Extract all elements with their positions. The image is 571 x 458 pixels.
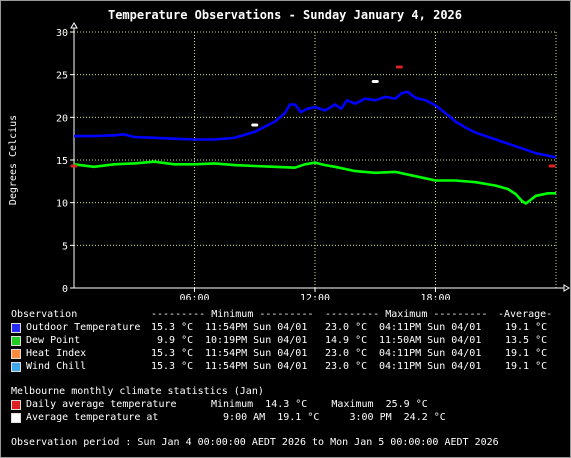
legend-min-time: 11:54PM Sun 04/01 (205, 348, 308, 359)
y-tick-label: 30 (56, 28, 68, 39)
legend-max-value: 23.0 °C (325, 361, 368, 372)
y-tick-label: 5 (62, 241, 68, 252)
legend-average-header: -Average- (498, 309, 553, 320)
y-axis-arrow (70, 22, 78, 29)
legend-label: Outdoor Temperature (26, 322, 141, 333)
legend-swatch (11, 336, 21, 346)
y-tick-label: 25 (56, 71, 68, 82)
y-axis-label: Degrees Celcius (8, 115, 19, 205)
legend-header: Observation (11, 309, 78, 320)
y-tick-label: 0 (62, 284, 68, 295)
legend-label: Heat Index (26, 348, 87, 359)
legend-average: 19.1 °C (505, 348, 548, 359)
legend-maximum-header: --------- Maximum --------- (325, 309, 488, 320)
legend-max-value: 14.9 °C (325, 335, 368, 346)
legend-label: Dew Point (26, 335, 81, 346)
legend-min-value: 15.3 °C (151, 348, 194, 359)
x-axis-arrow (563, 284, 570, 292)
y-tick-label: 10 (56, 199, 68, 210)
y-tick-label: 15 (56, 156, 68, 167)
legend-swatch (11, 323, 21, 333)
x-tick-label: 06:00 (179, 293, 209, 300)
climate-values: 9:00 AM 19.1 °C 3:00 PM 24.2 °C (211, 412, 446, 423)
legend-average: 19.1 °C (505, 322, 548, 333)
legend-max-time: 11:50AM Sun 04/01 (379, 335, 482, 346)
climate-marker (548, 164, 556, 168)
legend-label: Wind Chill (26, 361, 87, 372)
legend-min-value: 15.3 °C (151, 361, 194, 372)
y-tick-label: 20 (56, 113, 68, 124)
legend-min-time: 11:54PM Sun 04/01 (205, 322, 308, 333)
climate-swatch (11, 413, 21, 423)
series-line-dew-point (73, 160, 556, 205)
climate-values: Minimum 14.3 °C Maximum 25.9 °C (211, 399, 428, 410)
climate-heading: Melbourne monthly climate statistics (Ja… (11, 386, 264, 397)
climate-marker (70, 164, 78, 168)
legend-max-time: 04:11PM Sun 04/01 (379, 361, 482, 372)
legend-min-value: 15.3 °C (151, 322, 194, 333)
x-tick-label: 18:00 (420, 293, 450, 300)
legend-average: 13.5 °C (505, 335, 548, 346)
legend-min-value: 9.9 °C (151, 335, 194, 346)
temperature-chart: 0 5 10 15 20 25 30 06:00 12:00 18:00 Temperature … (8, 8, 570, 300)
legend-min-time: 11:54PM Sun 04/01 (205, 361, 308, 372)
legend-average: 19.1 °C (505, 361, 548, 372)
legend-swatch (11, 349, 21, 359)
legend-max-time: 04:11PM Sun 04/01 (379, 348, 482, 359)
legend-max-value: 23.0 °C (325, 348, 368, 359)
climate-marker (251, 123, 259, 127)
climate-swatch (11, 400, 21, 410)
climate-label: Average temperature at (26, 412, 159, 423)
chart-title: Temperature Observations - Sunday Januar… (108, 8, 462, 22)
series-line-outdoor-temperature (74, 90, 557, 159)
legend-max-value: 23.0 °C (325, 322, 368, 333)
legend-max-time: 04:11PM Sun 04/01 (379, 322, 482, 333)
observation-period: Observation period : Sun Jan 4 00:00:00 … (11, 437, 499, 448)
climate-marker (371, 79, 379, 83)
legend-swatch (11, 362, 21, 372)
x-tick-label: 12:00 (300, 293, 330, 300)
plot-area: 0 5 10 15 20 25 30 06:00 12:00 18:00 (56, 22, 570, 300)
legend-min-time: 10:19PM Sun 04/01 (205, 335, 308, 346)
climate-label: Daily average temperature (26, 399, 177, 410)
legend-minimum-header: --------- Minimum --------- (151, 309, 314, 320)
climate-marker (395, 65, 403, 69)
